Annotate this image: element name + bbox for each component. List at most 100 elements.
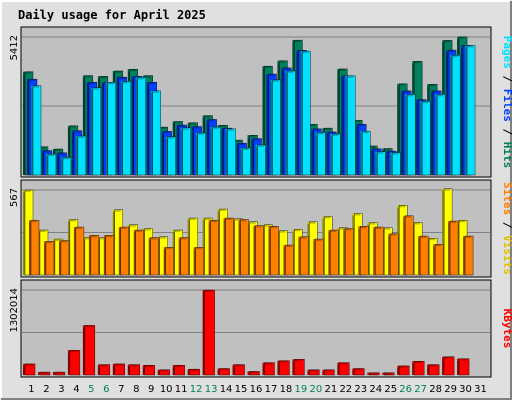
bar-side <box>135 79 138 175</box>
bar-side <box>403 217 406 275</box>
bar-top <box>442 188 451 191</box>
bar-outline <box>47 153 57 176</box>
bar-outline <box>114 363 126 376</box>
bar-top <box>322 128 331 131</box>
bar-side <box>75 137 78 175</box>
bar-side <box>300 53 303 175</box>
x-tick-label-day-17: 17 <box>265 384 278 395</box>
bar-outline <box>84 325 96 376</box>
bar-pages-day-16 <box>255 144 266 176</box>
bar-top <box>397 365 408 368</box>
x-tick-label-day-7: 7 <box>118 384 124 395</box>
bar-side <box>82 77 85 175</box>
bar-top <box>217 125 226 128</box>
bar-face <box>452 55 461 175</box>
bar-pages-day-27 <box>420 101 431 176</box>
bar-top <box>172 121 181 124</box>
bar-outline <box>443 356 455 376</box>
bar-side <box>397 85 400 175</box>
bar-top <box>262 224 271 227</box>
bar-outline <box>347 75 356 176</box>
bar-outline <box>242 147 251 176</box>
bar-face <box>362 131 371 175</box>
x-tick-label-day-13: 13 <box>205 384 218 395</box>
bar-pages-day-2 <box>45 153 57 176</box>
bar-face <box>90 235 99 275</box>
bar-outline <box>272 79 281 176</box>
bar-kbytes-day-10 <box>157 369 170 376</box>
bar-side <box>262 364 265 375</box>
series-label-part: / <box>501 215 512 235</box>
bar-top <box>238 219 247 222</box>
bar-top <box>367 222 376 225</box>
bar-face <box>167 136 176 175</box>
bar-top <box>403 215 412 218</box>
bar-side <box>431 92 434 175</box>
bar-side <box>463 238 466 275</box>
bar-outline <box>360 226 369 276</box>
bar-outline <box>315 238 324 276</box>
bar-face <box>390 233 399 275</box>
bar-top <box>232 140 241 143</box>
bar-top <box>401 90 410 93</box>
bar-outline <box>324 369 335 376</box>
bar-side <box>157 371 160 375</box>
bar-sites-day-2 <box>43 241 55 276</box>
bar-top <box>157 236 166 239</box>
bar-outline <box>180 237 189 276</box>
bar-face <box>152 90 161 175</box>
bar-side <box>88 237 91 275</box>
bar-outline <box>90 235 100 276</box>
bar-outline <box>384 372 395 376</box>
bar-outline <box>458 358 470 376</box>
bar-top <box>412 222 421 225</box>
bar-face <box>33 85 41 175</box>
bar-outline <box>375 226 384 276</box>
bar-sites-day-10 <box>163 247 174 276</box>
bar-outline <box>377 151 386 176</box>
x-tick-label-day-23: 23 <box>354 384 367 395</box>
bar-outline <box>75 226 85 276</box>
bar-side <box>356 126 359 175</box>
bar-outline <box>398 365 410 376</box>
bar-outline <box>210 220 219 276</box>
x-tick-label-day-2: 2 <box>43 384 49 395</box>
bar-outline <box>249 371 260 376</box>
series-pages <box>31 45 476 176</box>
x-tick-label-day-14: 14 <box>220 384 233 395</box>
bar-top <box>457 358 468 361</box>
bar-sites-day-21 <box>328 229 339 276</box>
bar-top <box>82 75 91 78</box>
panel-series-label: Sites / Visits <box>501 182 512 275</box>
bar-top <box>217 209 226 212</box>
bar-top <box>253 225 262 228</box>
bar-top <box>116 77 125 80</box>
bar-side <box>67 127 70 175</box>
bar-kbytes-day-20 <box>307 369 320 376</box>
bar-top <box>448 221 457 224</box>
bar-face <box>120 227 129 275</box>
bar-sites-day-13 <box>208 220 219 276</box>
bar-sites-day-26 <box>403 215 414 276</box>
bar-top <box>206 119 215 122</box>
bar-face <box>465 236 474 275</box>
bar-sites-day-6 <box>103 235 115 276</box>
bar-side <box>277 362 280 375</box>
bar-top <box>435 94 444 97</box>
bar-top <box>281 67 290 70</box>
bar-top <box>277 360 288 363</box>
bar-kbytes-day-5 <box>82 325 96 376</box>
bar-sites-day-28 <box>433 244 444 276</box>
bar-side <box>217 370 220 375</box>
bar-side <box>176 127 179 175</box>
bar-side <box>116 79 119 175</box>
bar-top <box>382 372 393 375</box>
bar-kbytes-day-9 <box>142 365 155 376</box>
bar-face <box>392 152 401 175</box>
bar-face <box>165 247 174 275</box>
bar-top <box>232 218 241 221</box>
bar-top <box>433 244 442 247</box>
bar-side <box>375 153 378 175</box>
bar-top <box>157 369 168 372</box>
